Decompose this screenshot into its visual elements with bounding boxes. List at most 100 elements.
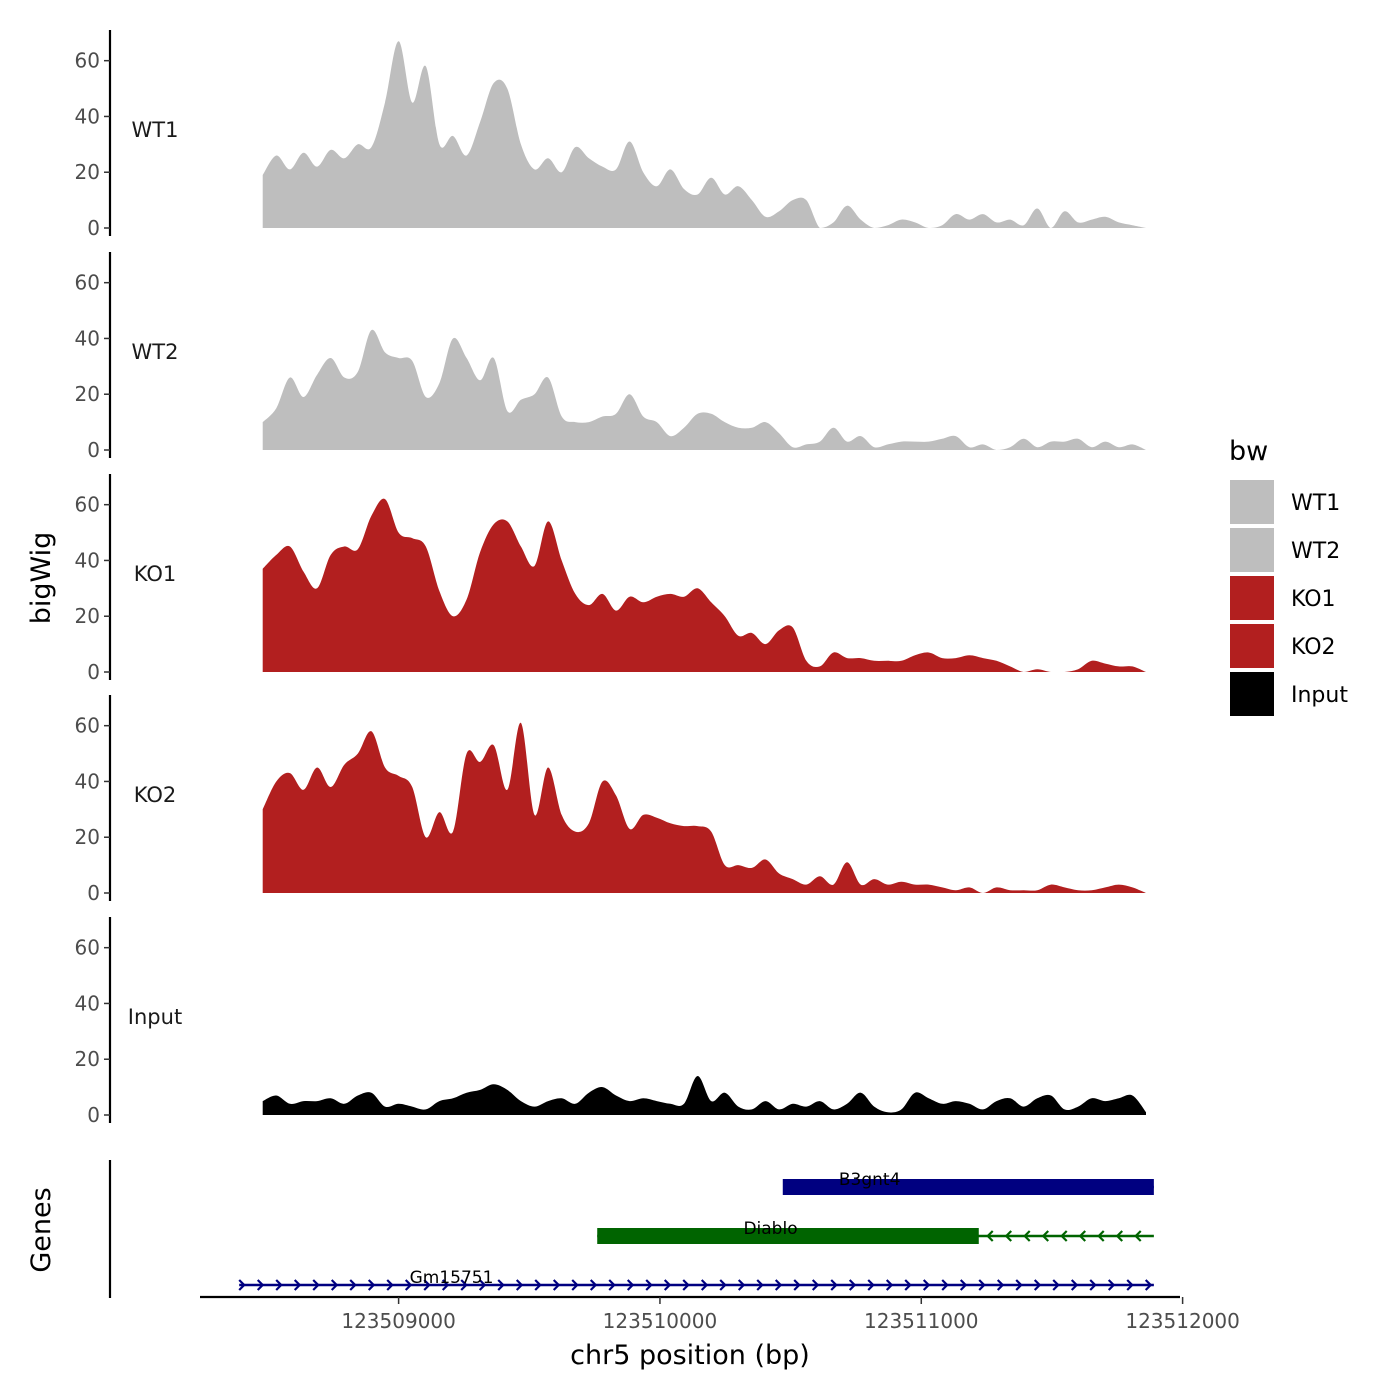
strand-chevron: [811, 1279, 820, 1291]
y-tick-label: 60: [75, 714, 100, 738]
strand-chevron: [386, 1279, 394, 1291]
area-wt2: [262, 329, 1146, 450]
strand-chevron: [589, 1279, 598, 1291]
strand-chevron: [1060, 1230, 1068, 1242]
strand-chevron: [1115, 1230, 1124, 1242]
legend-swatch: [1230, 528, 1274, 572]
strand-chevron: [330, 1279, 339, 1291]
strand-chevron: [497, 1279, 505, 1291]
legend-swatch: [1230, 672, 1274, 716]
strand-chevron: [367, 1279, 376, 1291]
strand-chevron: [996, 1279, 1005, 1291]
area-ko2: [262, 722, 1146, 893]
panel-label-wt2: WT2: [132, 340, 179, 364]
y-tick-label: 0: [87, 1103, 100, 1127]
y-tick-label: 0: [87, 438, 100, 462]
x-tick-label: 123512000: [1125, 1309, 1240, 1333]
strand-chevron: [1144, 1279, 1153, 1291]
panel-label-ko2: KO2: [134, 783, 177, 807]
x-axis-title: chr5 position (bp): [570, 1340, 810, 1371]
strand-chevron: [404, 1279, 413, 1291]
legend-item-ko2: KO2: [1230, 624, 1336, 668]
legend-title: bw: [1229, 436, 1268, 467]
y-tick-label: 0: [87, 881, 100, 905]
legend-label: WT1: [1291, 491, 1340, 516]
y-tick-label: 40: [75, 326, 100, 350]
strand-chevron: [922, 1279, 931, 1291]
strand-chevron: [1126, 1279, 1134, 1291]
y-axis-title: bigWig: [26, 532, 57, 625]
gene-label: Diablo: [743, 1219, 797, 1239]
gene-label: B3gnt4: [839, 1170, 901, 1190]
strand-chevron: [1089, 1279, 1097, 1291]
y-tick-label: 20: [75, 382, 100, 406]
x-tick-label: 123510000: [603, 1309, 718, 1333]
y-tick-label: 40: [75, 548, 100, 572]
strand-chevron: [515, 1279, 524, 1291]
strand-chevron: [349, 1279, 357, 1291]
gene-exon: [782, 1179, 1154, 1195]
panel-label-wt1: WT1: [132, 118, 179, 142]
gene-diablo: Diablo: [597, 1219, 1154, 1244]
strand-chevron: [682, 1279, 690, 1291]
strand-chevron: [1004, 1230, 1013, 1242]
strand-chevron: [441, 1279, 450, 1291]
legend-label: Input: [1291, 683, 1348, 708]
strand-chevron: [1023, 1230, 1031, 1242]
strand-chevron: [941, 1279, 949, 1291]
strand-chevron: [959, 1279, 968, 1291]
strand-chevron: [312, 1279, 320, 1291]
strand-chevron: [848, 1279, 857, 1291]
x-tick-label: 123509000: [341, 1309, 456, 1333]
strand-chevron: [645, 1279, 653, 1291]
strand-chevron: [552, 1279, 561, 1291]
legend-item-wt2: WT2: [1230, 528, 1340, 572]
legend-item-input: Input: [1230, 672, 1348, 716]
strand-chevron: [737, 1279, 746, 1291]
strand-chevron: [238, 1279, 246, 1291]
strand-chevron: [1097, 1230, 1105, 1242]
x-axis: 123509000 123510000 123511000 123512000: [200, 1295, 1240, 1333]
legend-label: KO2: [1291, 635, 1336, 660]
legend: bw WT1 WT2 KO1 KO2 Input: [1229, 436, 1348, 716]
strand-chevron: [986, 1230, 994, 1242]
genes-axis-title: Genes: [26, 1187, 57, 1272]
y-tick-label: 20: [75, 604, 100, 628]
y-tick-label: 20: [75, 1047, 100, 1071]
strand-chevron: [1070, 1279, 1079, 1291]
strand-chevron: [830, 1279, 838, 1291]
strand-chevron: [608, 1279, 616, 1291]
panel-ko1: 0 20 40 60 KO1: [75, 474, 1146, 684]
y-tick-label: 0: [87, 216, 100, 240]
strand-chevron: [293, 1279, 302, 1291]
x-tick-label: 123511000: [864, 1309, 979, 1333]
y-tick-label: 60: [75, 49, 100, 73]
gene-gm15751: Gm15751: [238, 1268, 1154, 1291]
y-tick-label: 0: [87, 660, 100, 684]
strand-chevron: [256, 1279, 265, 1291]
strand-chevron: [571, 1279, 579, 1291]
y-tick-label: 40: [75, 991, 100, 1015]
legend-swatch: [1230, 624, 1274, 668]
strand-chevron: [885, 1279, 894, 1291]
strand-chevron: [978, 1279, 986, 1291]
strand-chevron: [1033, 1279, 1042, 1291]
gene-track: B3gnt4 Diablo Gm15751: [108, 1160, 1154, 1298]
strand-chevron: [700, 1279, 709, 1291]
legend-item-ko1: KO1: [1230, 576, 1336, 620]
panel-label-ko1: KO1: [134, 562, 177, 586]
panel-input: 0 20 40 60 Input: [75, 917, 1146, 1127]
strand-chevron: [1041, 1230, 1050, 1242]
area-input: [262, 1075, 1146, 1115]
strand-chevron: [756, 1279, 764, 1291]
strand-chevron: [774, 1279, 783, 1291]
strand-chevron: [478, 1279, 487, 1291]
y-tick-label: 60: [75, 271, 100, 295]
panel-label-input: Input: [128, 1005, 182, 1029]
strand-chevron: [1015, 1279, 1023, 1291]
legend-label: KO1: [1291, 587, 1336, 612]
strand-chevron: [626, 1279, 635, 1291]
area-wt1: [262, 41, 1146, 229]
strand-chevron: [1134, 1230, 1142, 1242]
